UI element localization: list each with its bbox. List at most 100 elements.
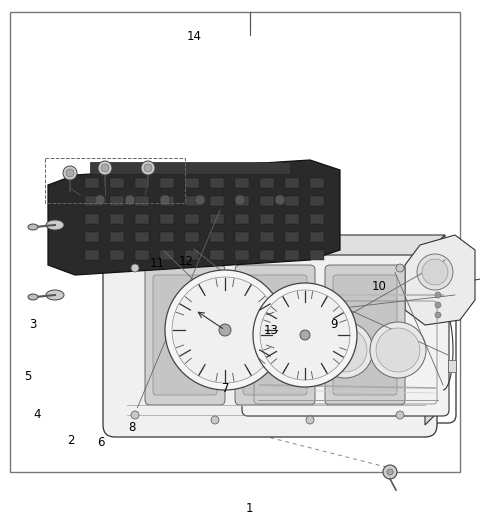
FancyBboxPatch shape: [103, 243, 437, 437]
Bar: [285, 196, 299, 206]
Bar: [235, 250, 249, 260]
Bar: [210, 178, 224, 188]
Bar: [135, 232, 149, 242]
Circle shape: [300, 330, 310, 340]
Bar: [110, 196, 124, 206]
Circle shape: [211, 416, 219, 424]
Bar: [135, 178, 149, 188]
Text: 8: 8: [128, 422, 136, 434]
Bar: [285, 178, 299, 188]
Text: 1: 1: [246, 502, 253, 514]
Circle shape: [66, 169, 74, 177]
Circle shape: [264, 322, 320, 378]
Bar: [110, 232, 124, 242]
Circle shape: [396, 264, 404, 272]
Polygon shape: [48, 160, 340, 275]
Bar: [235, 360, 243, 372]
Circle shape: [270, 328, 314, 372]
Circle shape: [435, 312, 441, 318]
Bar: [285, 214, 299, 224]
FancyBboxPatch shape: [333, 275, 397, 395]
Bar: [135, 214, 149, 224]
Bar: [310, 232, 324, 242]
Circle shape: [383, 465, 397, 479]
Bar: [45, 158, 185, 203]
Polygon shape: [405, 235, 475, 325]
Bar: [448, 300, 456, 312]
Bar: [310, 178, 324, 188]
Circle shape: [219, 324, 231, 336]
Bar: [185, 178, 199, 188]
Bar: [260, 232, 274, 242]
Circle shape: [165, 270, 285, 390]
Text: 11: 11: [150, 257, 165, 270]
Circle shape: [160, 195, 170, 205]
Bar: [185, 232, 199, 242]
Bar: [90, 162, 290, 174]
Text: 14: 14: [187, 30, 202, 43]
Bar: [85, 196, 99, 206]
Text: 4: 4: [33, 408, 41, 421]
Circle shape: [387, 469, 393, 475]
Bar: [160, 196, 174, 206]
Polygon shape: [245, 325, 260, 340]
Bar: [85, 250, 99, 260]
Circle shape: [317, 322, 373, 378]
Bar: [85, 232, 99, 242]
Bar: [210, 232, 224, 242]
FancyBboxPatch shape: [242, 289, 449, 416]
Bar: [135, 196, 149, 206]
Bar: [235, 390, 243, 402]
Bar: [210, 214, 224, 224]
FancyBboxPatch shape: [243, 275, 307, 395]
Bar: [235, 300, 243, 312]
Bar: [260, 178, 274, 188]
Bar: [285, 232, 299, 242]
Circle shape: [275, 195, 285, 205]
Circle shape: [306, 416, 314, 424]
Bar: [160, 232, 174, 242]
Bar: [85, 214, 99, 224]
Circle shape: [172, 277, 278, 383]
Text: 6: 6: [97, 436, 105, 449]
FancyBboxPatch shape: [325, 265, 405, 405]
Bar: [310, 250, 324, 260]
Ellipse shape: [46, 290, 64, 300]
FancyBboxPatch shape: [145, 265, 225, 405]
Bar: [235, 196, 249, 206]
Bar: [85, 178, 99, 188]
Text: 2: 2: [67, 435, 75, 447]
Circle shape: [125, 195, 135, 205]
Text: 12: 12: [179, 255, 194, 268]
Circle shape: [422, 259, 448, 285]
Bar: [260, 250, 274, 260]
Bar: [448, 360, 456, 372]
Bar: [110, 214, 124, 224]
Text: 3: 3: [29, 318, 36, 331]
Circle shape: [370, 322, 426, 378]
Bar: [160, 250, 174, 260]
Circle shape: [63, 166, 77, 180]
Circle shape: [435, 292, 441, 298]
Bar: [260, 196, 274, 206]
Bar: [310, 214, 324, 224]
Bar: [10, 12, 460, 472]
Polygon shape: [127, 235, 445, 255]
Text: 5: 5: [24, 371, 31, 383]
Bar: [235, 178, 249, 188]
Circle shape: [131, 264, 139, 272]
Circle shape: [323, 328, 367, 372]
Bar: [260, 214, 274, 224]
Circle shape: [253, 283, 357, 387]
Circle shape: [235, 195, 245, 205]
Circle shape: [101, 164, 109, 172]
FancyBboxPatch shape: [153, 275, 217, 395]
Bar: [185, 214, 199, 224]
Text: 7: 7: [222, 382, 229, 395]
Bar: [160, 214, 174, 224]
Bar: [285, 250, 299, 260]
Circle shape: [98, 161, 112, 175]
Circle shape: [195, 195, 205, 205]
Text: 13: 13: [264, 324, 278, 337]
Circle shape: [417, 254, 453, 290]
